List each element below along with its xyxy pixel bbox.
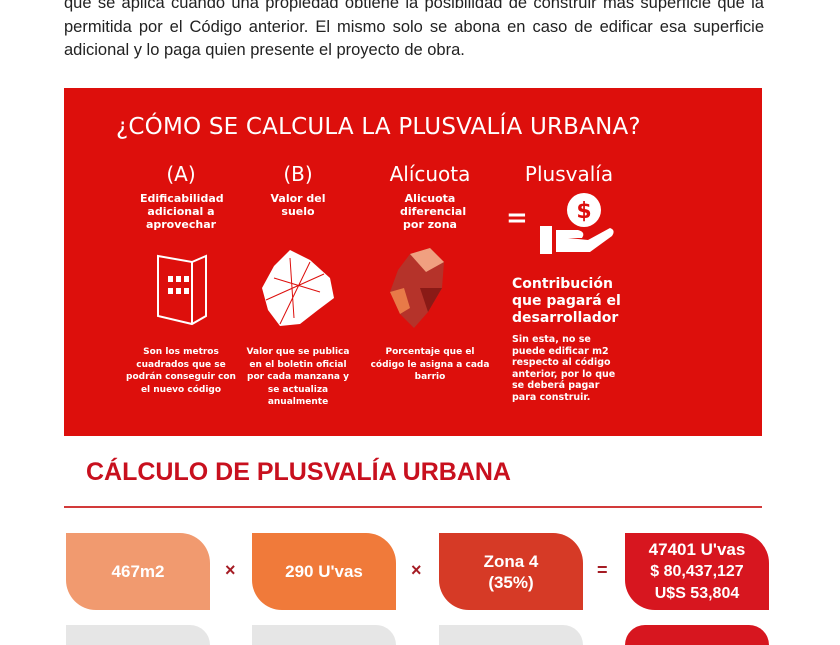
- multiply-sign: ×: [411, 560, 422, 580]
- box-value: U$S 53,804: [654, 584, 740, 602]
- next-row-box: [439, 625, 583, 645]
- intro-paragraph: que se aplica cuando una propiedad obtie…: [64, 0, 764, 59]
- equals-sign: =: [597, 560, 608, 580]
- infographic-title: ¿CÓMO SE CALCULA LA PLUSVALÍA URBANA?: [116, 114, 641, 140]
- box-value: 47401 U'vas: [648, 539, 746, 559]
- next-row-box: [66, 625, 210, 645]
- box-value: 290 U'vas: [285, 562, 363, 581]
- contribution-text: Contribución que pagará el desarrollador: [512, 276, 621, 326]
- multiply-sign: ×: [225, 560, 236, 580]
- column-description: Valor que se publica en el boletin ofici…: [246, 347, 350, 407]
- column-subtitle: Valor del suelo: [270, 192, 326, 218]
- column-heading: (B): [283, 162, 313, 186]
- column-b: (B) Valor del suelo Valor que se publica…: [246, 162, 350, 422]
- calc-title: CÁLCULO DE PLUSVALÍA URBANA: [86, 458, 511, 486]
- zone-box: Zona 4 (35%): [439, 533, 583, 610]
- column-description: Porcentaje que el código le asigna a cad…: [370, 347, 490, 382]
- result-box: 47401 U'vas $ 80,437,127 U$S 53,804: [625, 533, 769, 610]
- box-value: 467m2: [111, 562, 165, 581]
- column-subtitle: Alicuota diferencial por zona: [400, 192, 467, 231]
- column-heading: Plusvalía: [524, 162, 614, 186]
- box-value: Zona 4: [483, 551, 539, 571]
- infographic: ¿CÓMO SE CALCULA LA PLUSVALÍA URBANA? (A…: [64, 88, 762, 436]
- hand-money-icon: $: [540, 193, 614, 254]
- land-value-box: 290 U'vas: [252, 533, 396, 610]
- column-a: (A) Edificabilidad adicional a aprovecha…: [126, 162, 236, 422]
- column-alicuota: Alícuota Alicuota diferencial por zona P…: [370, 162, 490, 422]
- equals-sign: =: [506, 203, 528, 233]
- divider: [64, 506, 762, 508]
- box-value: (35%): [488, 572, 534, 592]
- column-description: Sin esta, no se puede edificar m2 respec…: [512, 334, 616, 403]
- column-heading: (A): [166, 162, 196, 186]
- next-row-box: [625, 625, 769, 645]
- building-icon: [157, 254, 207, 326]
- svg-text:$: $: [576, 199, 591, 224]
- city-map-icon: [262, 250, 334, 326]
- zone-map-icon: [390, 248, 444, 328]
- area-box: 467m2: [66, 533, 210, 610]
- column-subtitle: Edificabilidad adicional a aprovechar: [140, 192, 224, 231]
- column-heading: Alícuota: [389, 162, 471, 186]
- column-description: Son los metros cuadrados que se podrán c…: [126, 347, 236, 395]
- next-row-box: [252, 625, 396, 645]
- box-value: $ 80,437,127: [650, 562, 744, 580]
- column-plusvalia: Plusvalía: [504, 162, 634, 186]
